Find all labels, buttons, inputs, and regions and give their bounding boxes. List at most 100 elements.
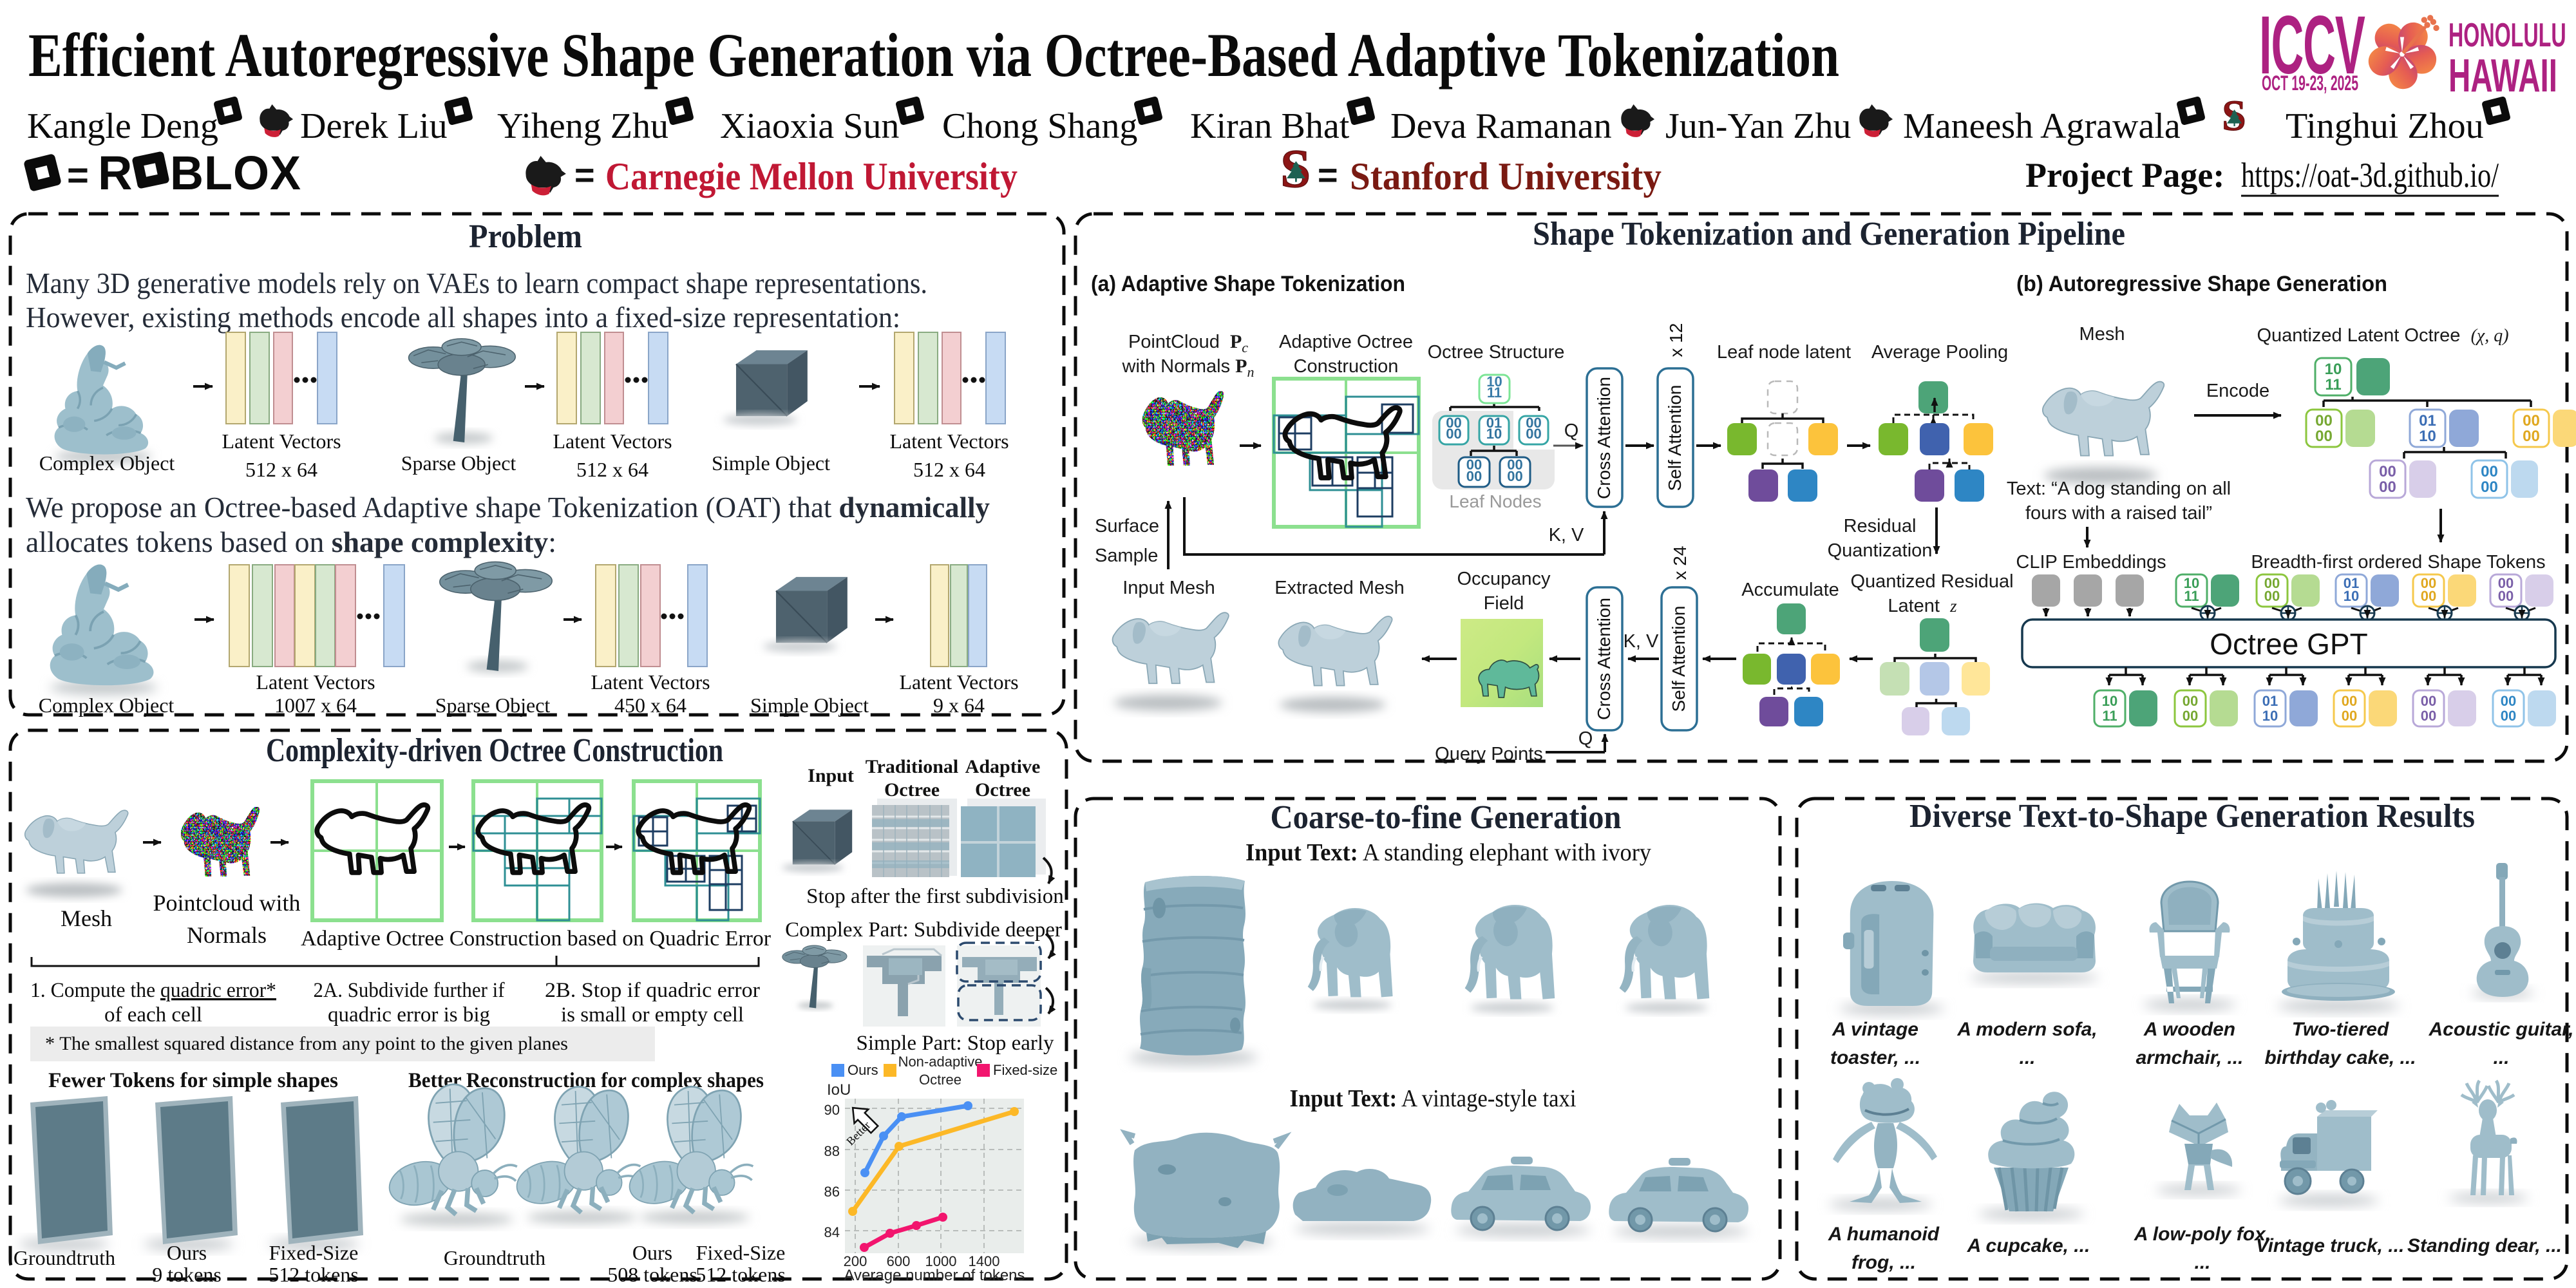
svg-text:K, V: K, V [1549,525,1584,545]
svg-text:Carnegie Mellon University: Carnegie Mellon University [605,155,1018,198]
svg-text:01: 01 [2262,693,2278,709]
svg-text:Latent z: Latent z [1888,596,1957,616]
svg-text:Cross Attention: Cross Attention [1594,377,1614,499]
svg-text:OCT 19-23, 2025: OCT 19-23, 2025 [2262,71,2358,95]
svg-text:Q: Q [1564,421,1579,441]
svg-text:Simple Object: Simple Object [712,451,830,475]
svg-text:Self Attention: Self Attention [1665,384,1685,491]
svg-text:Chong Shang: Chong Shang [942,106,1137,146]
svg-text:2A. Subdivide further if: 2A. Subdivide further if [314,979,505,1002]
svg-text:Sparse Object: Sparse Object [435,694,551,717]
svg-text:00: 00 [1507,468,1522,484]
svg-text:Quantized Residual: Quantized Residual [1850,571,2013,592]
svg-text:frog, ...: frog, ... [1852,1252,1916,1273]
svg-text:Yiheng Zhu: Yiheng Zhu [497,106,668,146]
svg-text:Acoustic guitar,: Acoustic guitar, [2428,1019,2573,1040]
svg-text:Latent Vectors: Latent Vectors [889,430,1009,453]
svg-text:Mesh: Mesh [2079,324,2125,345]
svg-text:Ours: Ours [848,1062,878,1078]
svg-text:Kiran Bhat: Kiran Bhat [1190,106,1350,146]
svg-text:Latent Vectors: Latent Vectors [591,670,710,694]
svg-text:11: 11 [2184,588,2199,604]
svg-text:Coarse-to-fine Generation: Coarse-to-fine Generation [1271,799,1622,836]
svg-text:10: 10 [2262,708,2278,724]
svg-text:00: 00 [1507,457,1522,473]
svg-text:Complex Object: Complex Object [39,694,175,717]
svg-text:Kangle Deng: Kangle Deng [27,106,218,146]
svg-text:00: 00 [1466,468,1482,484]
svg-text:00: 00 [2315,412,2333,430]
svg-text:A cupcake, ...: A cupcake, ... [1967,1235,2090,1256]
svg-text:00: 00 [1466,457,1482,473]
svg-text:10: 10 [1486,374,1502,390]
svg-text:HONOLULU: HONOLULU [2448,17,2566,54]
svg-text:00: 00 [2379,478,2396,496]
svg-text:fours with a raised tail”: fours with a raised tail” [2025,503,2212,524]
svg-text:(b) Autoregressive Shape Gener: (b) Autoregressive Shape Generation [2016,272,2387,296]
svg-text:11: 11 [2325,376,2341,393]
svg-text:00: 00 [2501,693,2516,709]
svg-text:1400: 1400 [969,1253,1000,1269]
svg-text:Text: “A dog standing on all: Text: “A dog standing on all [2007,478,2231,499]
svg-text:00: 00 [2342,693,2357,709]
svg-text:Pointcloud with: Pointcloud with [153,890,300,916]
svg-text:A wooden: A wooden [2143,1019,2235,1040]
svg-text:Input: Input [808,765,854,786]
svg-text:armchair, ...: armchair, ... [2136,1047,2244,1068]
svg-text:=: = [67,155,89,196]
svg-text:11: 11 [2102,708,2117,724]
svg-text:* The smallest squared distanc: * The smallest squared distance from any… [45,1033,568,1054]
svg-text:toaster, ...: toaster, ... [1830,1047,1920,1068]
svg-text:Adaptive Octree Construction b: Adaptive Octree Construction based on Qu… [301,927,772,951]
svg-text:PointCloud Pc: PointCloud Pc [1128,331,1248,355]
svg-text:Complex Object: Complex Object [39,451,175,475]
svg-text:88: 88 [824,1143,840,1159]
svg-text:Quantized Latent Octree (χ, q: Quantized Latent Octree (χ, q) [2257,325,2508,346]
svg-text:Problem: Problem [469,218,582,255]
svg-text:86: 86 [824,1184,840,1200]
svg-text:Leaf Nodes: Leaf Nodes [1449,491,1541,511]
svg-text:Fixed-size: Fixed-size [993,1062,1057,1078]
svg-text:K, V: K, V [1624,631,1659,652]
svg-text:Leaf node latent: Leaf node latent [1717,342,1851,363]
svg-text:However, existing methods enco: However, existing methods encode all sha… [26,301,900,334]
svg-text:Latent Vectors: Latent Vectors [256,670,375,694]
svg-text:Groundtruth: Groundtruth [444,1246,545,1269]
svg-text:Derek Liu: Derek Liu [300,106,448,146]
svg-text:00: 00 [2342,708,2357,724]
svg-text:00: 00 [2501,708,2516,724]
svg-text:Many 3D generative models rely: Many 3D generative models rely on VAEs t… [26,267,927,299]
svg-text:A vintage: A vintage [1832,1019,1918,1040]
svg-text:Field: Field [1484,593,1524,614]
svg-text:Accumulate: Accumulate [1741,580,1839,600]
svg-text:01: 01 [2344,575,2359,591]
svg-text:...: ... [2194,1252,2210,1273]
svg-text:Standing dear, ...: Standing dear, ... [2407,1235,2562,1256]
svg-text:...: ... [2493,1047,2509,1068]
svg-text:Query Points: Query Points [1435,744,1543,764]
svg-text:01: 01 [2419,412,2436,430]
svg-text:=: = [1318,156,1338,194]
svg-text:450 x 64: 450 x 64 [614,694,687,717]
svg-text:BLOX: BLOX [170,146,301,200]
svg-text:00: 00 [2183,693,2198,709]
svg-text:200: 200 [844,1253,867,1269]
svg-text:Residual: Residual [1844,516,1917,536]
svg-text:with Normals Pn: with Normals Pn [1122,355,1255,380]
svg-text:Diverse Text-to-Shape Generati: Diverse Text-to-Shape Generation Results [1909,798,2475,835]
svg-text:Shape Tokenization and Generat: Shape Tokenization and Generation Pipeli… [1533,216,2125,252]
svg-text:Input Mesh: Input Mesh [1122,578,1215,598]
svg-text:00: 00 [2421,708,2436,724]
svg-text:Breadth-first ordered Shape To: Breadth-first ordered Shape Tokens [2251,552,2545,573]
svg-text:x 24: x 24 [1670,546,1690,580]
svg-text:00: 00 [2421,693,2436,709]
svg-text:Surface: Surface [1095,516,1159,536]
svg-text:Non-adaptive: Non-adaptive [898,1054,983,1070]
svg-text:Simple Object: Simple Object [750,694,869,717]
svg-text:512 tokens: 512 tokens [269,1263,359,1286]
svg-text:Latent Vectors: Latent Vectors [899,670,1018,694]
svg-text:Cross Attention: Cross Attention [1594,598,1614,720]
svg-text:00: 00 [2481,463,2498,480]
svg-text:Stanford University: Stanford University [1350,155,1662,198]
svg-text:1000: 1000 [925,1253,957,1269]
